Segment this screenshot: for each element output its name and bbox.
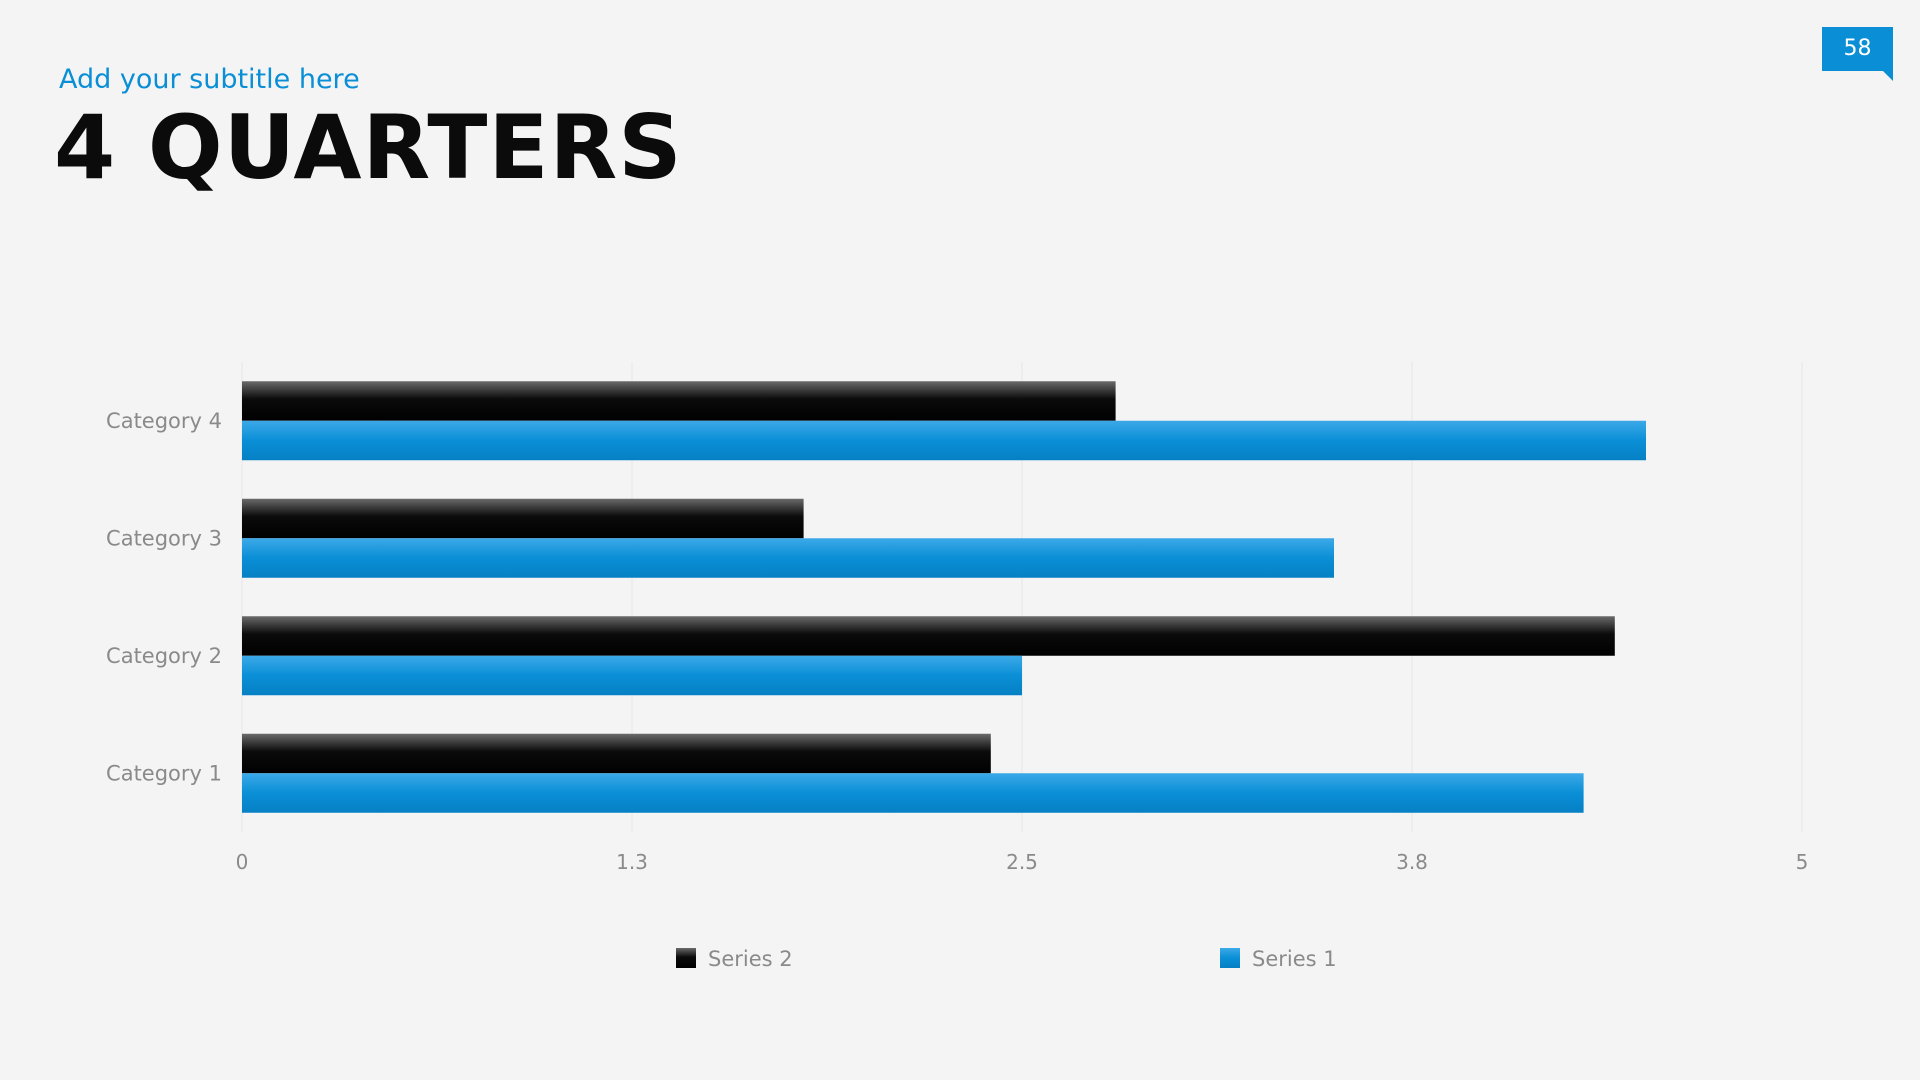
page-badge-tail [1883, 71, 1893, 81]
bar-series-1-category-3 [242, 538, 1334, 578]
tick-label: 1.3 [616, 850, 648, 874]
legend-label: Series 2 [708, 947, 793, 971]
bar-series-1-category-1 [242, 773, 1584, 813]
category-label: Category 1 [106, 761, 222, 785]
bar-series-2-category-2 [242, 616, 1615, 656]
bar-series-1-category-4 [242, 420, 1646, 461]
tick-label: 3.8 [1396, 850, 1428, 874]
tick-label: 0 [236, 850, 249, 874]
category-label: Category 2 [106, 644, 222, 668]
tick-label: 5 [1796, 850, 1809, 874]
category-label: Category 3 [106, 526, 222, 550]
slide-subtitle: Add your subtitle here [59, 64, 360, 95]
legend-swatch-series-1 [1220, 948, 1240, 968]
legend-swatch-series-2 [676, 948, 696, 968]
bar-series-2-category-4 [242, 381, 1116, 421]
bar-series-1-category-2 [242, 655, 1022, 696]
slide-title: 4 QUARTERS [54, 96, 683, 199]
legend-label: Series 1 [1252, 947, 1337, 971]
bar-series-2-category-3 [242, 498, 804, 539]
category-label: Category 4 [106, 409, 222, 433]
category-axis: Category 1 Category 2 Category 3 Category 4 [106, 409, 222, 786]
value-axis: 0 1.3 2.5 3.8 5 [236, 850, 1809, 874]
tick-label: 2.5 [1006, 850, 1038, 874]
chart-bars [242, 381, 1646, 813]
chart-legend: Series 2 Series 1 [676, 947, 1337, 971]
page-number-badge: 58 [1822, 27, 1893, 71]
bar-series-2-category-1 [242, 733, 991, 774]
